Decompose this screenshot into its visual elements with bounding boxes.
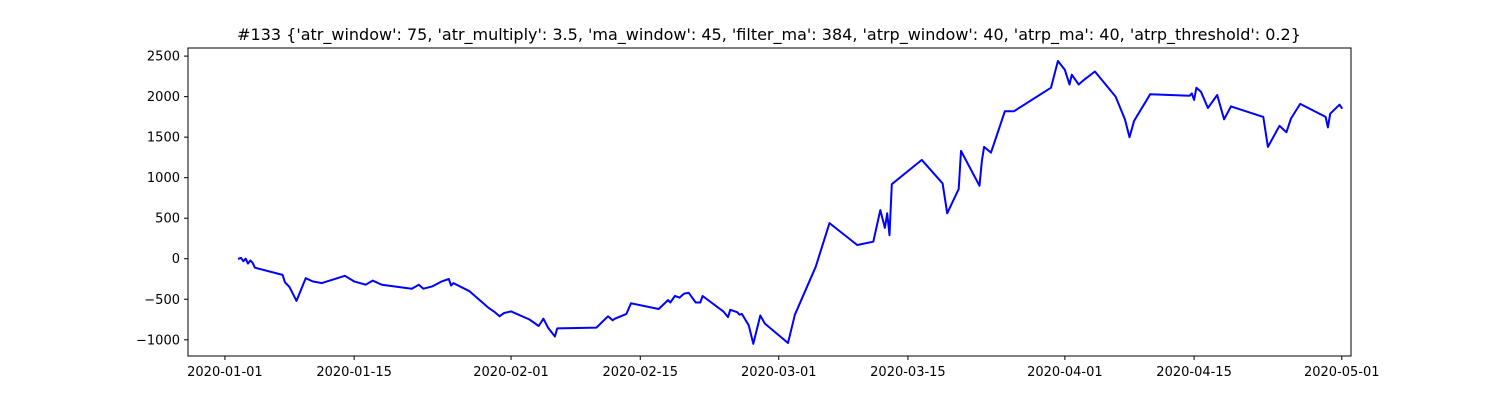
x-tick-label: 2020-02-01 xyxy=(473,365,549,380)
x-tick-label: 2020-03-15 xyxy=(870,365,946,380)
x-tick-label: 2020-02-15 xyxy=(602,365,678,380)
x-tick-label: 2020-04-01 xyxy=(1027,365,1103,380)
y-tick-label: 500 xyxy=(155,212,180,227)
x-tick-label: 2020-03-01 xyxy=(741,365,817,380)
series-layer xyxy=(237,60,1343,345)
y-tick-label: 2000 xyxy=(147,90,180,105)
chart-title: #133 {'atr_window': 75, 'atr_multiply': … xyxy=(237,25,1301,45)
y-tick-label: 1000 xyxy=(147,171,180,186)
plot-frame xyxy=(187,47,1352,357)
y-tick-label: −1000 xyxy=(136,333,180,348)
x-tick-label: 2020-01-01 xyxy=(187,365,263,380)
y-tick-label: 2500 xyxy=(147,50,180,65)
y-tick-label: 0 xyxy=(172,252,180,267)
y-tick-label: 1500 xyxy=(147,131,180,146)
x-tick-label: 2020-01-15 xyxy=(316,365,392,380)
plot-area xyxy=(188,48,1351,356)
y-tick-label: −500 xyxy=(144,293,180,308)
y-axis: −1000 −500 0 500 1000 1500 2000 2500 xyxy=(136,50,188,348)
x-tick-label: 2020-05-01 xyxy=(1304,365,1380,380)
x-axis: 2020-01-01 2020-01-15 2020-02-01 2020-02-15… xyxy=(187,356,1380,380)
series-line xyxy=(237,60,1343,345)
x-tick-label: 2020-04-15 xyxy=(1156,365,1232,380)
